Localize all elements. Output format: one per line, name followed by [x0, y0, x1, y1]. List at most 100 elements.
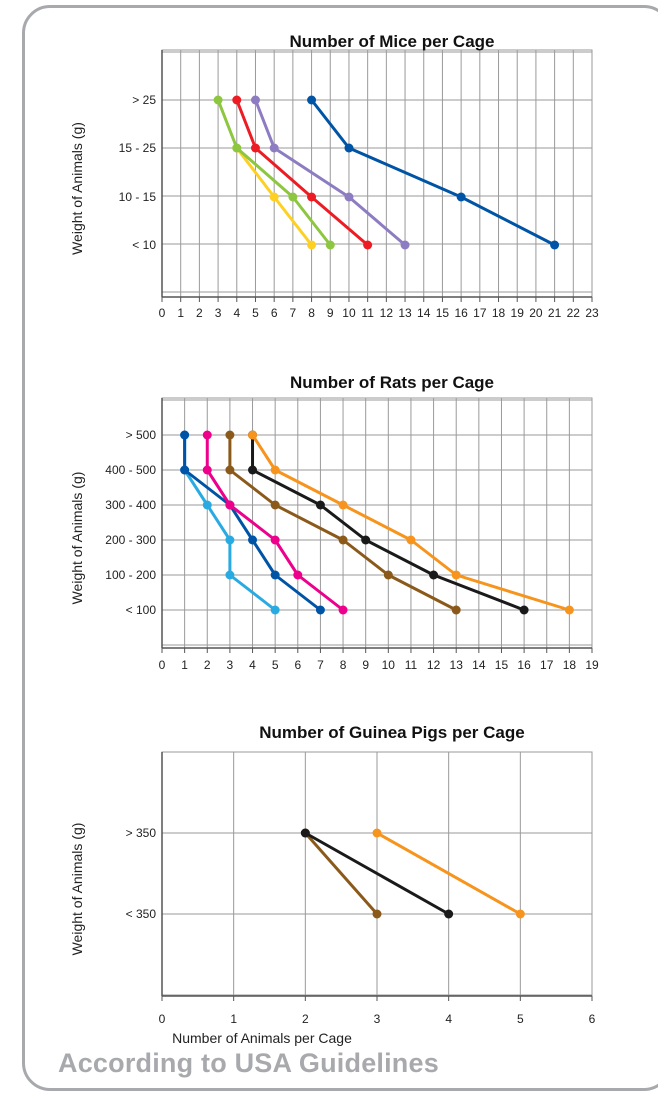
- series-line: [303, 831, 451, 916]
- data-point: [338, 500, 348, 510]
- x-tick-label: 3: [227, 658, 234, 672]
- x-tick-label: 13: [398, 306, 412, 320]
- x-tick-label: 1: [230, 1012, 237, 1026]
- data-point: [451, 605, 461, 615]
- data-point: [444, 909, 454, 919]
- x-tick-label: 4: [249, 658, 256, 672]
- x-tick-label: 12: [427, 658, 441, 672]
- data-point: [383, 570, 393, 580]
- data-point: [315, 500, 325, 510]
- data-point: [288, 192, 298, 202]
- data-point: [400, 240, 410, 250]
- x-tick-label: 20: [529, 306, 543, 320]
- data-point: [270, 500, 280, 510]
- x-tick-label: 7: [317, 658, 324, 672]
- series-line: [216, 98, 332, 247]
- y-category-label: 15 - 25: [119, 141, 157, 155]
- x-tick-label: 16: [517, 658, 531, 672]
- data-point: [248, 535, 258, 545]
- x-tick-label: 21: [548, 306, 562, 320]
- chart-guinea-pigs: Number of Guinea Pigs per Cage 0 1 2 3 4 5 6 < 3…: [69, 723, 596, 1046]
- footer-title: According to USA Guidelines: [58, 1048, 439, 1078]
- x-tick-label: 2: [302, 1012, 309, 1026]
- data-point: [225, 465, 235, 475]
- data-point: [250, 143, 260, 153]
- y-category-label: < 10: [132, 238, 156, 252]
- data-point: [269, 192, 279, 202]
- x-tick-label: 8: [308, 306, 315, 320]
- x-tick-label: 18: [563, 658, 577, 672]
- data-point: [180, 430, 190, 440]
- x-tick-label: 16: [454, 306, 468, 320]
- y-category-label: > 500: [126, 428, 157, 442]
- data-point: [564, 605, 574, 615]
- data-point: [338, 605, 348, 615]
- data-point: [361, 535, 371, 545]
- series-line: [251, 433, 571, 612]
- data-point: [307, 192, 317, 202]
- data-point: [515, 909, 525, 919]
- data-point: [202, 430, 212, 440]
- x-tick-label: 5: [252, 306, 259, 320]
- x-tick-label: 9: [362, 658, 369, 672]
- x-tick-label: 15: [495, 658, 509, 672]
- series-line: [303, 831, 379, 916]
- y-category-label: 100 - 200: [105, 568, 156, 582]
- y-category-label: 10 - 15: [119, 190, 157, 204]
- data-point: [307, 95, 317, 105]
- x-tick-label: 19: [511, 306, 525, 320]
- x-tick-label: 11: [405, 658, 418, 672]
- x-tick-label: 10: [382, 658, 396, 672]
- figure-frame: [22, 5, 658, 1091]
- data-point: [429, 570, 439, 580]
- y-category-label: 300 - 400: [105, 498, 156, 512]
- x-tick-label: 19: [585, 658, 599, 672]
- y-category-label: 400 - 500: [105, 463, 156, 477]
- x-tick-label: 6: [271, 306, 278, 320]
- x-tick-label: 2: [204, 658, 211, 672]
- series-line: [183, 433, 322, 612]
- data-point: [456, 192, 466, 202]
- x-tick-label: 7: [290, 306, 297, 320]
- x-tick-label: 11: [361, 306, 374, 320]
- series-line: [228, 433, 458, 612]
- data-point: [232, 95, 242, 105]
- chart-title: Number of Rats per Cage: [290, 373, 494, 392]
- y-axis-label: Weight of Animals (g): [69, 823, 85, 956]
- data-point: [202, 500, 212, 510]
- x-tick-label: 0: [159, 306, 166, 320]
- chart-title: Number of Mice per Cage: [290, 32, 495, 51]
- y-category-label: 200 - 300: [105, 533, 156, 547]
- data-point: [363, 240, 373, 250]
- data-point: [372, 909, 382, 919]
- series-line: [375, 831, 522, 916]
- series-line: [253, 98, 407, 247]
- x-tick-label: 5: [517, 1012, 524, 1026]
- data-point: [180, 465, 190, 475]
- x-tick-label: 3: [215, 306, 222, 320]
- y-category-label: > 25: [132, 93, 156, 107]
- plot-area: [161, 49, 593, 298]
- x-tick-label: 6: [294, 658, 301, 672]
- data-point: [225, 535, 235, 545]
- x-tick-label: 14: [472, 658, 486, 672]
- data-point: [248, 430, 258, 440]
- data-point: [293, 570, 303, 580]
- data-point: [232, 143, 242, 153]
- x-tick-label: 10: [342, 306, 356, 320]
- x-tick-label: 14: [417, 306, 431, 320]
- data-point: [270, 605, 280, 615]
- x-tick-label: 22: [567, 306, 581, 320]
- x-tick-label: 6: [589, 1012, 596, 1026]
- data-point: [248, 465, 258, 475]
- x-tick-label: 4: [233, 306, 240, 320]
- data-point: [202, 465, 212, 475]
- data-point: [325, 240, 335, 250]
- series-line: [251, 433, 526, 612]
- data-point: [270, 535, 280, 545]
- data-point: [270, 570, 280, 580]
- y-category-label: < 350: [126, 907, 157, 921]
